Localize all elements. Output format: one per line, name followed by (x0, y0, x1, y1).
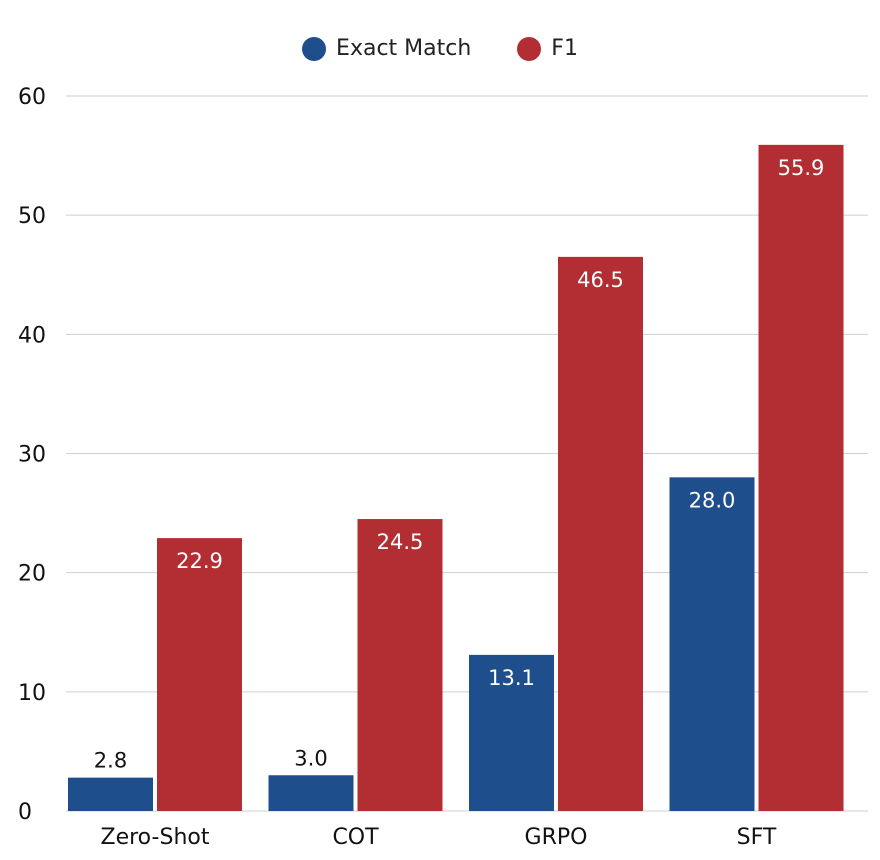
legend-item-f1: F1 (517, 36, 578, 61)
legend-label-f1: F1 (551, 36, 578, 61)
bar-exact-match-cot (268, 775, 354, 811)
y-tick-label: 60 (18, 85, 46, 110)
legend-swatch-exact-match (302, 36, 327, 61)
bar-value-label: 28.0 (689, 488, 736, 512)
bars: 2.8 22.9 3.0 24.5 13.1 46.5 28.0 55.9 (68, 144, 844, 811)
bar-value-label: 55.9 (778, 156, 825, 180)
y-tick-label: 50 (18, 204, 46, 229)
x-tick-label: Zero-Shot (101, 825, 210, 850)
bar-f1-cot (357, 519, 443, 811)
y-axis-ticks: 0 10 20 30 40 50 60 (18, 85, 46, 825)
bar-exact-match-zero-shot (68, 777, 153, 811)
x-tick-label: SFT (737, 825, 777, 850)
y-tick-label: 10 (18, 681, 46, 706)
bar-value-label: 46.5 (577, 268, 624, 292)
bar-value-label: 22.9 (176, 549, 223, 573)
x-axis-ticks: Zero-Shot COT GRPO SFT (101, 825, 777, 850)
legend-swatch-f1 (517, 36, 542, 61)
x-tick-label: COT (332, 825, 379, 850)
bar-value-label: 13.1 (488, 666, 535, 690)
bar-f1-grpo (558, 256, 643, 811)
chart-legend: Exact Match F1 (0, 36, 880, 61)
y-tick-label: 40 (18, 323, 46, 348)
bar-exact-match-grpo (469, 654, 554, 811)
x-tick-label: GRPO (525, 825, 588, 850)
bar-f1-sft (758, 144, 844, 811)
y-tick-label: 30 (18, 443, 46, 468)
y-tick-label: 20 (18, 562, 46, 587)
y-tick-label: 0 (18, 800, 32, 825)
bar-exact-match-sft (669, 477, 755, 811)
legend-label-exact-match: Exact Match (336, 36, 472, 61)
bar-value-label: 3.0 (294, 746, 327, 770)
legend-item-exact-match: Exact Match (302, 36, 471, 61)
bar-value-label: 24.5 (377, 530, 424, 554)
bar-value-label: 2.8 (94, 749, 127, 773)
bar-f1-zero-shot (157, 538, 242, 811)
